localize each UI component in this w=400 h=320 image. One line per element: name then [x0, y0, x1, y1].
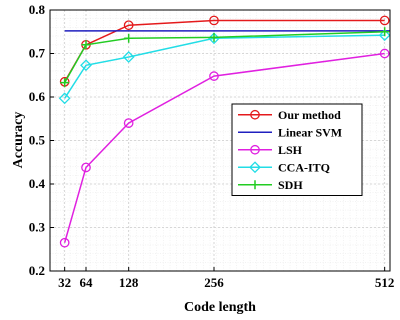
series-line — [64, 34, 385, 99]
legend-item: SDH — [238, 178, 303, 192]
legend-item: CCA-ITQ — [238, 160, 330, 174]
legend-label: SDH — [278, 178, 303, 192]
series-sdh — [60, 27, 390, 88]
x-tick-label: 256 — [204, 275, 224, 290]
data-point — [123, 118, 134, 128]
series-line — [63, 52, 385, 243]
x-tick-label: 128 — [119, 275, 139, 290]
data-point — [123, 20, 134, 31]
data-point — [59, 237, 70, 248]
data-point — [80, 59, 92, 72]
legend-item: Our method — [238, 108, 341, 122]
legend-item: Linear SVM — [238, 125, 342, 139]
legend-item: LSH — [238, 143, 303, 157]
grid — [49, 9, 391, 272]
legend-label: CCA-ITQ — [278, 160, 330, 174]
y-tick-label: 0.3 — [29, 220, 46, 235]
y-axis-title: Accuracy — [11, 112, 26, 169]
x-tick-label: 512 — [375, 275, 395, 290]
data-point — [378, 29, 391, 42]
x-tick-label: 32 — [58, 275, 71, 290]
data-point — [58, 92, 71, 105]
series-layer — [58, 15, 391, 248]
series-cca-itq — [58, 29, 391, 105]
legend-marker — [250, 109, 260, 120]
x-axis-title: Code length — [184, 300, 256, 315]
legend-marker — [250, 144, 260, 155]
data-point — [209, 32, 219, 42]
y-tick-label: 0.8 — [29, 2, 46, 17]
legend-label: Our method — [278, 108, 341, 122]
data-point — [122, 51, 135, 63]
legend: Our method Linear SVM LSH CCA-ITQ SDH — [231, 103, 363, 196]
x-tick-label: 64 — [80, 275, 94, 290]
data-point — [379, 48, 390, 59]
series-lsh — [59, 48, 390, 248]
legend-label: LSH — [278, 143, 303, 157]
data-point — [379, 15, 390, 26]
y-tick-label: 0.6 — [29, 89, 46, 104]
data-point — [81, 40, 91, 50]
data-point — [81, 162, 91, 173]
data-point — [209, 71, 219, 81]
y-tick-label: 0.2 — [29, 263, 45, 278]
legend-marker — [249, 161, 261, 174]
data-point — [124, 33, 134, 43]
ticks: 32 64 128 256 512 0.2 0.3 0.4 0.5 0.6 0.7 0.8 — [29, 2, 395, 290]
data-point — [380, 27, 390, 37]
y-tick-label: 0.7 — [29, 46, 46, 61]
y-tick-label: 0.5 — [29, 133, 46, 148]
data-point — [60, 78, 70, 88]
legend-label: Linear SVM — [278, 125, 342, 139]
legend-marker — [250, 180, 260, 190]
data-point — [209, 15, 219, 26]
y-tick-label: 0.4 — [29, 176, 46, 191]
